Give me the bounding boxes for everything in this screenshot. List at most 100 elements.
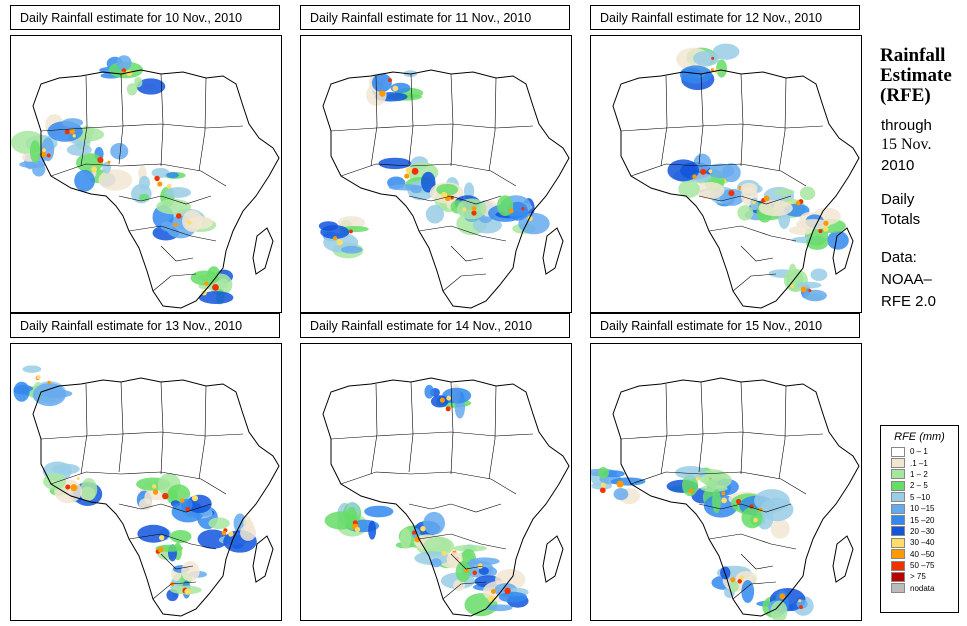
legend-row: 40 –50: [891, 549, 958, 560]
rainfall-blob: [169, 530, 192, 543]
legend-label: 40 –50: [910, 549, 935, 559]
heavy-rain-spot: [521, 207, 525, 211]
heavy-rain-spot: [735, 498, 742, 505]
country-border: [118, 195, 212, 205]
heavy-rain-spot: [490, 589, 496, 594]
country-border: [698, 503, 792, 513]
heavy-rain-spot: [730, 577, 736, 583]
legend-swatch: [891, 537, 905, 548]
heavy-rain-spot: [462, 207, 467, 212]
heavy-rain-spot: [818, 229, 823, 234]
rainfall-blob: [341, 245, 363, 254]
country-border: [698, 195, 792, 205]
legend-row: 5 –10: [891, 492, 958, 503]
rainfall-blob: [80, 477, 98, 501]
heavy-rain-spot: [107, 160, 111, 164]
heavy-rain-spot: [800, 286, 807, 293]
country-border: [442, 273, 487, 292]
legend-swatch: [891, 503, 905, 514]
country-border: [630, 471, 807, 495]
rainfall-blob: [423, 536, 455, 556]
legend-swatch: [891, 458, 905, 469]
rainfall-blob: [32, 162, 46, 177]
legend-title: RFE (mm): [894, 431, 945, 443]
rainfall-blob: [208, 517, 230, 530]
heavy-rain-spot: [763, 195, 770, 202]
legend-swatch: [891, 526, 905, 537]
country-border: [118, 503, 212, 513]
heavy-rain-spot: [445, 406, 451, 412]
country-border: [152, 581, 197, 600]
heavy-rain-spot: [201, 289, 207, 296]
heavy-rain-spot: [798, 605, 803, 610]
rainfall-blob: [424, 384, 435, 399]
heavy-rain-spot: [439, 397, 445, 403]
rainfall-blob: [760, 497, 794, 522]
heavy-rain-spot: [600, 482, 606, 488]
africa-map-svg: [318, 69, 570, 309]
heavy-rain-spot: [97, 156, 104, 164]
rainfall-blob: [371, 73, 392, 93]
heavy-rain-spot: [184, 588, 191, 595]
country-border: [732, 273, 777, 292]
totals-label: Totals: [881, 211, 921, 228]
heavy-rain-spot: [599, 487, 606, 494]
country-border: [450, 245, 484, 262]
country-border: [450, 73, 454, 167]
rainfall-blob: [22, 365, 42, 373]
country-border: [80, 75, 88, 167]
rainfall-blob: [716, 59, 728, 78]
madagascar-outline: [252, 227, 274, 275]
rainfall-blob: [667, 159, 700, 182]
rainfall-blob: [197, 529, 229, 549]
heavy-rain-spot: [387, 78, 392, 83]
country-border: [198, 385, 207, 480]
rainfall-blob: [430, 558, 442, 568]
rainfall-areas: [11, 55, 234, 305]
rainfall-blob: [29, 140, 41, 163]
rainfall-blob: [693, 50, 720, 67]
rainfall-map: [10, 343, 282, 621]
rainfall-map: [590, 35, 862, 313]
rainfall-map: [590, 343, 862, 621]
heavy-rain-spot: [710, 68, 714, 72]
heavy-rain-spot: [412, 530, 417, 535]
heavy-rain-spot: [162, 492, 169, 500]
legend-row: .1 –1: [891, 457, 958, 469]
country-border: [708, 225, 797, 242]
rainfall-blob: [324, 511, 359, 530]
heavy-rain-spot: [64, 129, 70, 135]
heavy-rain-spot: [186, 220, 192, 225]
legend-row: 0 – 1: [891, 446, 958, 457]
country-border: [620, 123, 824, 132]
legend-row: 50 –75: [891, 560, 958, 571]
heavy-rain-spot: [616, 480, 624, 488]
heavy-rain-spot: [411, 167, 419, 175]
rainfall-blob: [126, 83, 138, 96]
legend-swatch: [891, 492, 905, 503]
rainfall-blob: [518, 212, 550, 235]
heavy-rain-spot: [508, 208, 514, 214]
country-border: [198, 77, 207, 172]
rainfall-blob: [400, 528, 412, 549]
rainfall-blob: [167, 484, 191, 504]
legend-swatch: [891, 480, 905, 491]
country-border: [50, 163, 227, 187]
heavy-rain-spot: [405, 167, 412, 174]
rainfall-blob: [706, 163, 735, 179]
side-title: Rainfall Estimate (RFE): [880, 46, 952, 106]
rainfall-blob: [613, 488, 629, 501]
africa-map-svg: [591, 377, 860, 620]
heavy-rain-spot: [221, 530, 227, 536]
heavy-rain-spot: [175, 213, 182, 219]
map-panel-12-nov: Daily Rainfall estimate for 12 Nov., 201…: [590, 5, 862, 313]
legend-row: > 75: [891, 571, 958, 582]
heavy-rain-spot: [752, 200, 756, 205]
rainfall-blob: [43, 472, 66, 490]
country-border: [152, 273, 197, 292]
rainfall-blob: [134, 77, 143, 88]
rainfall-blob: [430, 395, 449, 408]
rainfall-blob: [810, 268, 828, 281]
rainfall-blob: [758, 200, 793, 217]
